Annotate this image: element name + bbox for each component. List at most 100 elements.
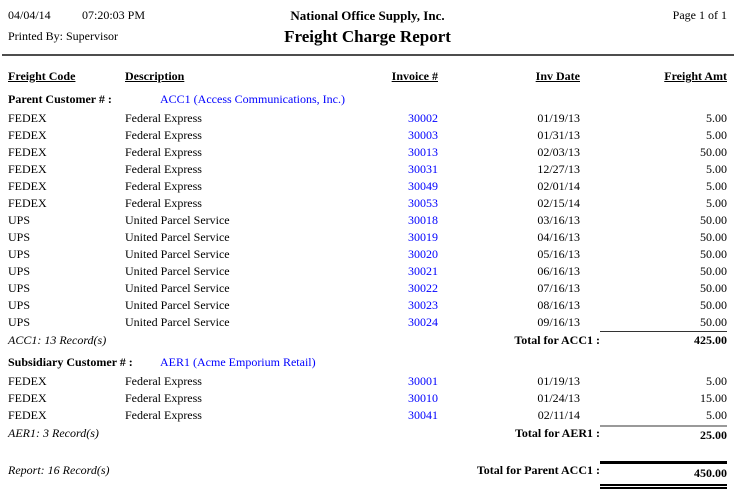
inv-date-cell: 01/31/13 xyxy=(537,128,580,142)
description-cell: Federal Express xyxy=(125,179,202,193)
inv-date-cell: 12/27/13 xyxy=(537,162,580,176)
freight-code-cell: FEDEX xyxy=(8,374,47,388)
report-total-row: Report: 16 Record(s) Total for Parent AC… xyxy=(8,461,727,489)
description-cell: Federal Express xyxy=(125,162,202,176)
invoice-link[interactable]: 30023 xyxy=(408,298,438,312)
report-total-amount: 450.00 xyxy=(600,461,727,489)
description-cell: United Parcel Service xyxy=(125,264,230,278)
page-title: Freight Charge Report xyxy=(284,27,451,46)
table-row: UPS United Parcel Service 30021 06/16/13 50.… xyxy=(8,263,727,280)
table-row: UPS United Parcel Service 30023 08/16/13 50.… xyxy=(8,297,727,314)
invoice-link[interactable]: 30010 xyxy=(408,391,438,405)
table-row: UPS United Parcel Service 30020 05/16/13 50.… xyxy=(8,246,727,263)
customer-group-header: Parent Customer # : ACC1 (Access Communic… xyxy=(8,92,727,110)
invoice-link[interactable]: 30021 xyxy=(408,264,438,278)
description-cell: Federal Express xyxy=(125,111,202,125)
column-header-freight-amt: Freight Amt xyxy=(664,69,727,83)
freight-code-cell: FEDEX xyxy=(8,162,47,176)
inv-date-cell: 08/16/13 xyxy=(537,298,580,312)
description-cell: Federal Express xyxy=(125,391,202,405)
inv-date-cell: 02/03/13 xyxy=(537,145,580,159)
invoice-link[interactable]: 30020 xyxy=(408,247,438,261)
section-total-label: Total for AER1 : xyxy=(514,426,600,440)
column-header-invoice: Invoice # xyxy=(391,69,438,83)
freight-code-cell: UPS xyxy=(8,264,31,278)
inv-date-cell: 01/19/13 xyxy=(537,374,580,388)
inv-date-cell: 07/16/13 xyxy=(537,281,580,295)
invoice-link[interactable]: 30003 xyxy=(408,128,438,142)
inv-date-cell: 04/16/13 xyxy=(537,230,580,244)
column-header-row: Freight Code Description Invoice # Inv D… xyxy=(8,69,727,92)
freight-code-cell: FEDEX xyxy=(8,111,47,125)
invoice-link[interactable]: 30053 xyxy=(408,196,438,210)
description-cell: United Parcel Service xyxy=(125,315,230,329)
invoice-link[interactable]: 30018 xyxy=(408,213,438,227)
page-indicator: Page 1 of 1 xyxy=(672,8,727,22)
company-name: National Office Supply, Inc. xyxy=(290,8,445,23)
records-count: ACC1: 13 Record(s) xyxy=(8,333,107,347)
column-header-freight-code: Freight Code xyxy=(8,69,76,83)
section-total-amount: 425.00 xyxy=(600,331,727,349)
freight-amt-cell: 15.00 xyxy=(700,391,727,405)
inv-date-cell: 05/16/13 xyxy=(537,247,580,261)
invoice-link[interactable]: 30041 xyxy=(408,408,438,422)
freight-amt-cell: 50.00 xyxy=(700,281,727,295)
freight-amt-cell: 50.00 xyxy=(700,298,727,312)
invoice-link[interactable]: 30001 xyxy=(408,374,438,388)
description-cell: United Parcel Service xyxy=(125,247,230,261)
customer-group-label: Parent Customer # : xyxy=(8,92,112,106)
report-records-count: Report: 16 Record(s) xyxy=(8,463,110,477)
table-row: UPS United Parcel Service 30019 04/16/13 50.… xyxy=(8,229,727,246)
invoice-link[interactable]: 30031 xyxy=(408,162,438,176)
table-row: FEDEX Federal Express 30003 01/31/13 5.00 xyxy=(8,127,727,144)
table-rows: FEDEX Federal Express 30001 01/19/13 5.00 FED… xyxy=(8,373,727,424)
description-cell: Federal Express xyxy=(125,196,202,210)
table-row: FEDEX Federal Express 30010 01/24/13 15.00 xyxy=(8,390,727,407)
freight-amt-cell: 5.00 xyxy=(706,196,727,210)
inv-date-cell: 02/15/14 xyxy=(537,196,580,210)
freight-amt-cell: 5.00 xyxy=(706,128,727,142)
header-divider xyxy=(2,54,734,56)
description-cell: United Parcel Service xyxy=(125,281,230,295)
section-total-label: Total for ACC1 : xyxy=(514,333,600,347)
freight-code-cell: UPS xyxy=(8,213,31,227)
invoice-link[interactable]: 30019 xyxy=(408,230,438,244)
invoice-link[interactable]: 30022 xyxy=(408,281,438,295)
column-header-description: Description xyxy=(125,69,185,83)
freight-code-cell: UPS xyxy=(8,230,31,244)
table-row: FEDEX Federal Express 30031 12/27/13 5.00 xyxy=(8,161,727,178)
freight-code-cell: FEDEX xyxy=(8,145,47,159)
invoice-link[interactable]: 30013 xyxy=(408,145,438,159)
freight-amt-cell: 5.00 xyxy=(706,111,727,125)
freight-code-cell: FEDEX xyxy=(8,179,47,193)
freight-amt-cell: 50.00 xyxy=(700,145,727,159)
table-row: FEDEX Federal Express 30041 02/11/14 5.00 xyxy=(8,407,727,424)
invoice-link[interactable]: 30049 xyxy=(408,179,438,193)
section-total-row: AER1: 3 Record(s) Total for AER1 : 25.00 xyxy=(8,424,727,444)
table-row: FEDEX Federal Express 30053 02/15/14 5.00 xyxy=(8,195,727,212)
customer-link[interactable]: AER1 (Acme Emporium Retail) xyxy=(160,355,316,369)
freight-amt-cell: 5.00 xyxy=(706,374,727,388)
table-row: FEDEX Federal Express 30001 01/19/13 5.00 xyxy=(8,373,727,390)
report-header-line2: Printed By: Supervisor Freight Charge Re… xyxy=(0,27,737,47)
table-row: UPS United Parcel Service 30022 07/16/13 50.… xyxy=(8,280,727,297)
freight-code-cell: UPS xyxy=(8,298,31,312)
freight-amt-cell: 50.00 xyxy=(700,230,727,244)
freight-amt-cell: 50.00 xyxy=(700,213,727,227)
invoice-link[interactable]: 30024 xyxy=(408,315,438,329)
table-row: UPS United Parcel Service 30024 09/16/13 50.… xyxy=(8,314,727,331)
column-header-inv-date: Inv Date xyxy=(535,69,580,83)
inv-date-cell: 03/16/13 xyxy=(537,213,580,227)
records-count: AER1: 3 Record(s) xyxy=(8,426,99,440)
freight-amt-cell: 5.00 xyxy=(706,162,727,176)
printed-by: Printed By: Supervisor xyxy=(8,29,118,43)
table-rows: FEDEX Federal Express 30002 01/19/13 5.00 FED… xyxy=(8,110,727,331)
invoice-link[interactable]: 30002 xyxy=(408,111,438,125)
table-row: UPS United Parcel Service 30018 03/16/13 50.… xyxy=(8,212,727,229)
freight-amt-cell: 5.00 xyxy=(706,179,727,193)
section-total-amount: 25.00 xyxy=(600,425,727,444)
freight-table: Freight Code Description Invoice # Inv D… xyxy=(8,69,727,489)
section-total-row: ACC1: 13 Record(s) Total for ACC1 : 425.… xyxy=(8,331,727,349)
customer-link[interactable]: ACC1 (Access Communications, Inc.) xyxy=(160,92,345,106)
header-left: 04/04/14 07:20:03 PM xyxy=(8,8,243,23)
